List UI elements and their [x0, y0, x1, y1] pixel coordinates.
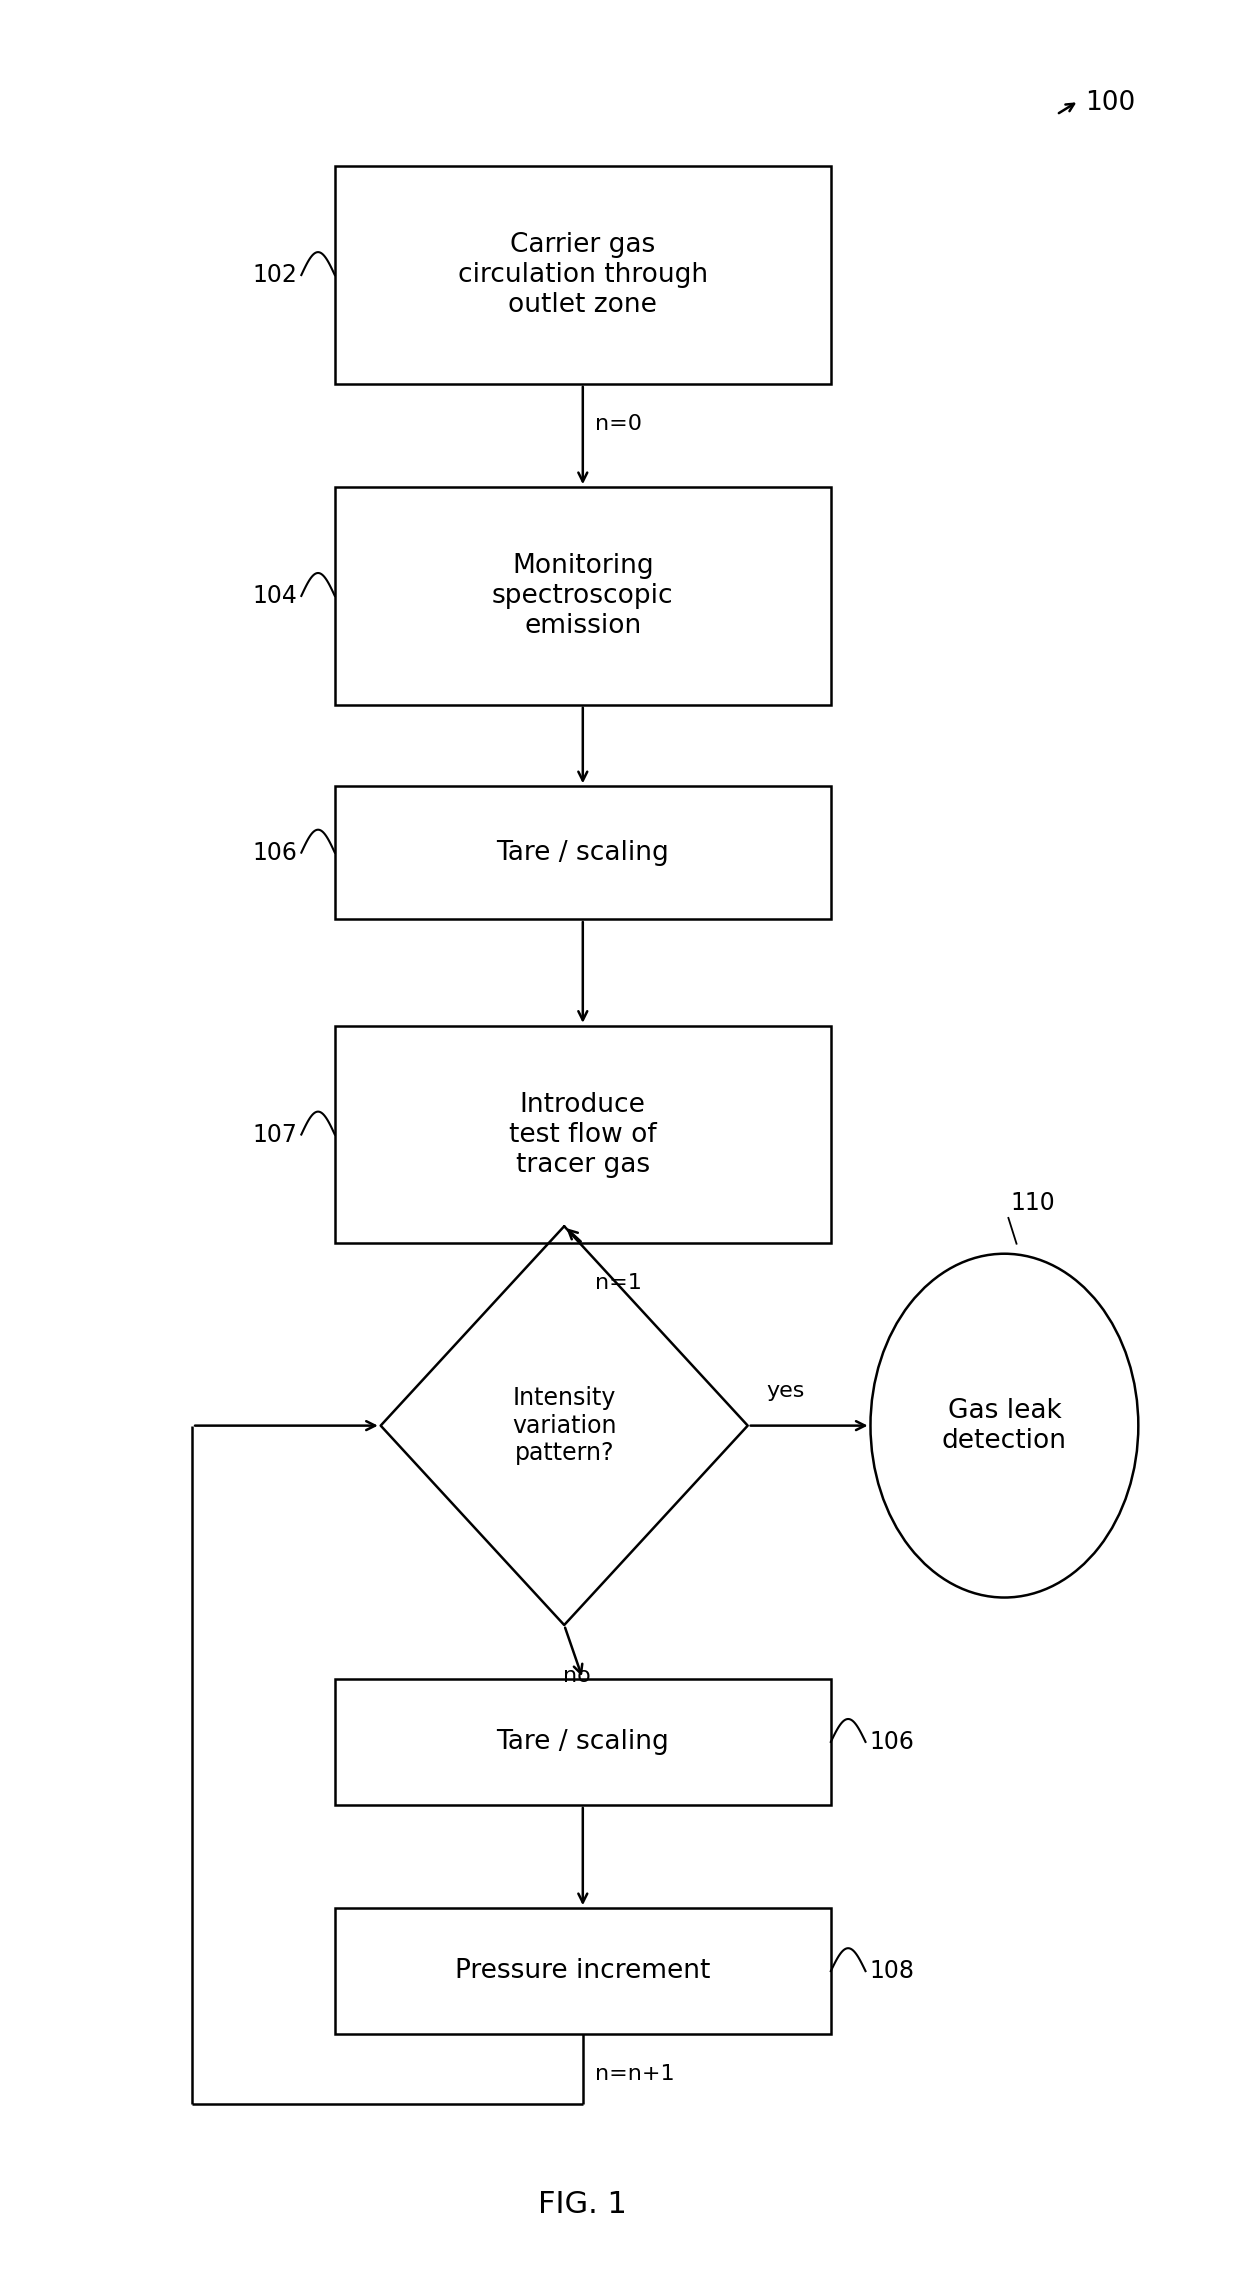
Text: 104: 104: [253, 584, 298, 607]
Text: 107: 107: [253, 1123, 298, 1146]
Ellipse shape: [870, 1254, 1138, 1598]
Text: 102: 102: [253, 264, 298, 286]
Text: Pressure increment: Pressure increment: [455, 1957, 711, 1985]
Text: Introduce
test flow of
tracer gas: Introduce test flow of tracer gas: [508, 1091, 657, 1178]
Text: Tare / scaling: Tare / scaling: [496, 1728, 670, 1756]
Bar: [335, 1907, 831, 2035]
Bar: [335, 486, 831, 706]
Polygon shape: [381, 1226, 748, 1625]
Text: 106: 106: [869, 1730, 914, 1753]
Text: Monitoring
spectroscopic
emission: Monitoring spectroscopic emission: [492, 552, 673, 639]
Text: 100: 100: [1085, 89, 1136, 117]
Bar: [335, 1678, 831, 1806]
Text: n=1: n=1: [595, 1274, 642, 1293]
Text: 110: 110: [1011, 1192, 1055, 1215]
Text: FIG. 1: FIG. 1: [538, 2191, 627, 2219]
Text: Gas leak
detection: Gas leak detection: [942, 1398, 1066, 1453]
Text: Carrier gas
circulation through
outlet zone: Carrier gas circulation through outlet z…: [458, 231, 708, 319]
Bar: [335, 1025, 831, 1242]
Text: n=n+1: n=n+1: [595, 2063, 675, 2083]
Bar: [335, 786, 831, 919]
Text: Intensity
variation
pattern?: Intensity variation pattern?: [512, 1387, 616, 1465]
Text: 106: 106: [253, 841, 298, 864]
Text: no: no: [563, 1666, 590, 1687]
Text: n=0: n=0: [595, 413, 642, 433]
Text: Tare / scaling: Tare / scaling: [496, 839, 670, 866]
Bar: [335, 167, 831, 383]
Text: yes: yes: [766, 1382, 805, 1400]
Text: 108: 108: [869, 1960, 914, 1983]
